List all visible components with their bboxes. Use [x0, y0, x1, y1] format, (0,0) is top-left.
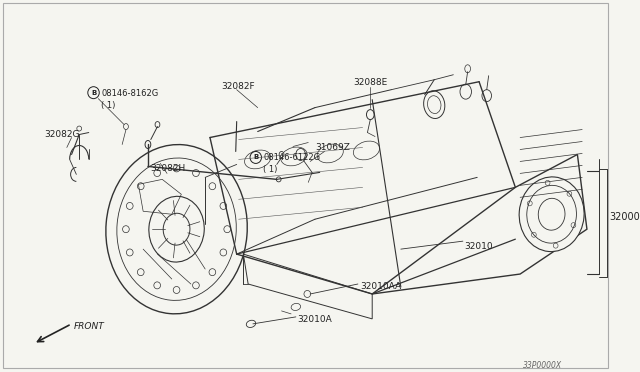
- Text: B: B: [253, 154, 259, 160]
- Ellipse shape: [460, 84, 472, 99]
- Ellipse shape: [424, 91, 445, 119]
- Text: 33P0000X: 33P0000X: [523, 361, 562, 370]
- Text: 08146-6122G: 08146-6122G: [264, 154, 321, 163]
- Ellipse shape: [367, 110, 374, 119]
- Ellipse shape: [296, 148, 305, 160]
- Text: 31069Z: 31069Z: [315, 142, 350, 151]
- Text: ( 1): ( 1): [101, 101, 116, 110]
- Text: 32010AA: 32010AA: [360, 282, 401, 291]
- Ellipse shape: [304, 291, 310, 298]
- Text: ( 1): ( 1): [264, 166, 278, 174]
- Text: 08146-8162G: 08146-8162G: [101, 89, 159, 98]
- Ellipse shape: [279, 151, 284, 157]
- Text: 32010A: 32010A: [298, 315, 333, 324]
- Ellipse shape: [145, 141, 151, 148]
- Text: 32082F: 32082F: [221, 82, 255, 91]
- Ellipse shape: [124, 124, 129, 129]
- Text: 32082H: 32082H: [150, 164, 185, 173]
- Ellipse shape: [519, 177, 584, 251]
- Polygon shape: [372, 154, 587, 294]
- Text: 32000: 32000: [609, 212, 639, 222]
- Text: B: B: [91, 90, 96, 96]
- Text: 32010: 32010: [465, 242, 493, 251]
- Ellipse shape: [246, 320, 256, 327]
- Text: 32082G: 32082G: [44, 129, 79, 138]
- Ellipse shape: [106, 145, 247, 314]
- Text: 32088E: 32088E: [353, 78, 387, 87]
- Text: FRONT: FRONT: [74, 322, 104, 331]
- Ellipse shape: [482, 90, 492, 102]
